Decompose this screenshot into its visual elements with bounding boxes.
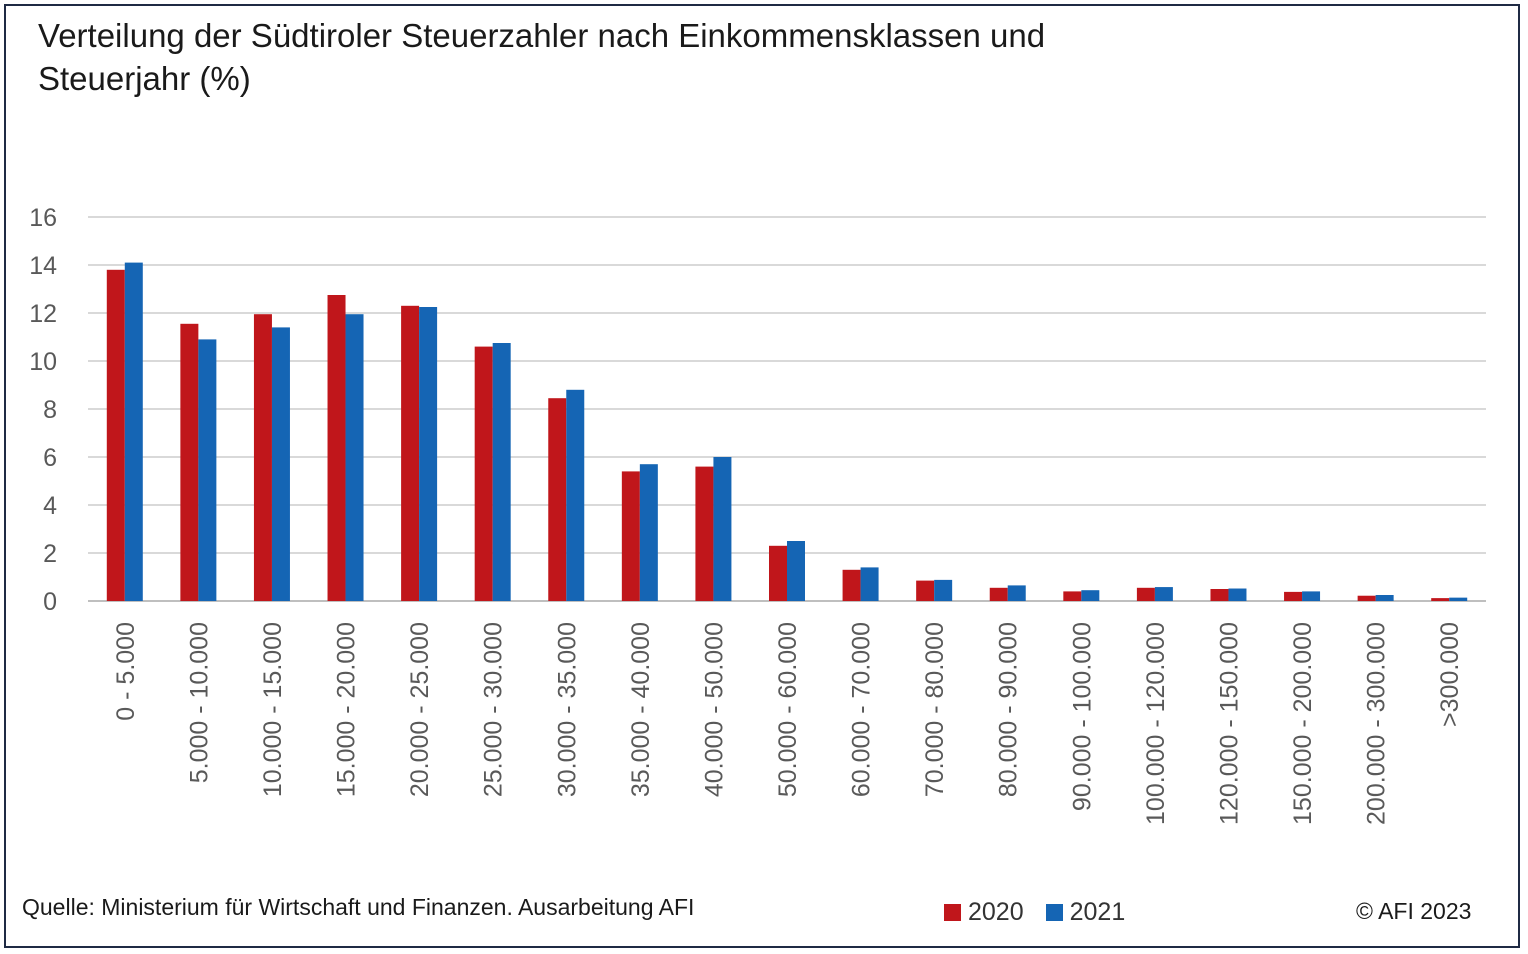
bar-2021-2 [271, 327, 290, 601]
bar-2020-4 [401, 305, 420, 601]
bar-2020-9 [769, 545, 787, 601]
x-tick-label-0: 0 - 5.000 [112, 622, 140, 721]
legend-label-2021: 2021 [1069, 898, 1126, 926]
y-tick-label-10: 10 [29, 348, 57, 376]
bar-2020-16 [1284, 591, 1303, 601]
bars [106, 262, 1468, 601]
bar-2021-10 [860, 567, 879, 601]
copyright: © AFI 2023 [1356, 898, 1472, 924]
bar-2021-9 [787, 541, 805, 601]
y-tick-label-16: 16 [29, 204, 57, 232]
bar-2020-3 [327, 295, 346, 601]
y-tick-label-4: 4 [43, 492, 57, 520]
bar-2020-18 [1431, 598, 1450, 601]
bar-2021-7 [639, 464, 658, 601]
bar-2021-13 [1081, 590, 1100, 601]
bar-2021-16 [1302, 591, 1321, 601]
bar-2020-10 [842, 569, 861, 601]
bar-2021-8 [713, 457, 732, 601]
x-tick-label-1: 5.000 - 10.000 [185, 622, 213, 783]
bar-2020-5 [474, 346, 493, 601]
bar-2020-1 [180, 323, 199, 601]
x-tick-label-7: 35.000 - 40.000 [627, 622, 655, 797]
x-tick-label-18: >300.000 [1436, 622, 1464, 727]
chart-title-line-1: Verteilung der Südtiroler Steuerzahler n… [38, 17, 1046, 54]
bar-2021-11 [934, 579, 953, 601]
bar-2021-17 [1375, 595, 1394, 601]
y-tick-label-14: 14 [29, 252, 57, 280]
y-tick-label-12: 12 [29, 300, 57, 328]
x-tick-label-14: 100.000 - 120.000 [1142, 622, 1170, 825]
legend-swatch-2020 [944, 904, 961, 921]
x-tick-label-8: 40.000 - 50.000 [700, 622, 728, 797]
bar-2020-14 [1136, 587, 1155, 601]
bar-2020-15 [1210, 589, 1229, 601]
chart-frame [4, 4, 1520, 948]
bar-2020-7 [621, 471, 640, 601]
bar-2020-11 [916, 580, 935, 601]
x-tick-label-2: 10.000 - 15.000 [259, 622, 287, 797]
bar-2020-8 [695, 466, 714, 601]
x-tick-label-17: 200.000 - 300.000 [1363, 622, 1391, 825]
x-tick-label-10: 60.000 - 70.000 [848, 622, 876, 797]
x-tick-label-13: 90.000 - 100.000 [1068, 622, 1096, 811]
bar-2020-12 [989, 587, 1008, 601]
bar-2020-6 [548, 398, 567, 601]
x-axis-ticks: 0 - 5.000 5.000 - 10.000 10.000 - 15.000 15… [112, 622, 1464, 825]
legend-item-2020: 2020 [944, 898, 1024, 927]
chart-title-line-2: Steuerjahr (%) [38, 60, 251, 97]
legend-label-2020: 2020 [968, 898, 1024, 926]
bar-2021-4 [419, 307, 438, 601]
y-tick-label-2: 2 [43, 540, 57, 568]
bar-2021-3 [345, 314, 364, 601]
x-tick-label-15: 120.000 - 150.000 [1215, 622, 1243, 825]
legend: 2020 2021 [944, 898, 1125, 927]
x-tick-label-4: 20.000 - 25.000 [406, 622, 434, 797]
legend-item-2021: 2021 [1045, 898, 1126, 927]
bar-2021-18 [1449, 597, 1468, 601]
bar-2021-0 [124, 262, 143, 601]
bar-2020-2 [253, 314, 272, 601]
y-axis-ticks: 0 2 4 6 8 10 12 14 16 [29, 204, 57, 616]
x-tick-label-5: 25.000 - 30.000 [480, 622, 508, 797]
x-tick-label-9: 50.000 - 60.000 [774, 622, 802, 797]
bar-2021-5 [492, 343, 511, 601]
chart-title: Verteilung der Südtiroler Steuerzahler n… [38, 14, 1238, 100]
x-tick-label-6: 30.000 - 35.000 [553, 622, 581, 797]
bar-2021-12 [1007, 585, 1026, 601]
source-note: Quelle: Ministerium für Wirtschaft und F… [22, 894, 695, 920]
bar-2021-1 [198, 339, 217, 601]
gridlines [88, 216, 1486, 602]
bar-2020-17 [1357, 595, 1376, 601]
bar-2021-14 [1154, 587, 1173, 601]
legend-swatch-2021 [1045, 904, 1063, 921]
bar-2020-13 [1063, 591, 1082, 601]
y-tick-label-6: 6 [43, 444, 57, 472]
y-tick-label-8: 8 [43, 396, 57, 424]
bar-2021-15 [1228, 588, 1247, 601]
x-tick-label-3: 15.000 - 20.000 [333, 622, 361, 797]
bar-2021-6 [566, 389, 585, 601]
x-tick-label-16: 150.000 - 200.000 [1289, 622, 1317, 825]
y-tick-label-0: 0 [43, 588, 57, 616]
bar-2020-0 [106, 269, 125, 601]
x-tick-label-11: 70.000 - 80.000 [921, 622, 949, 797]
x-tick-label-12: 80.000 - 90.000 [995, 622, 1023, 797]
